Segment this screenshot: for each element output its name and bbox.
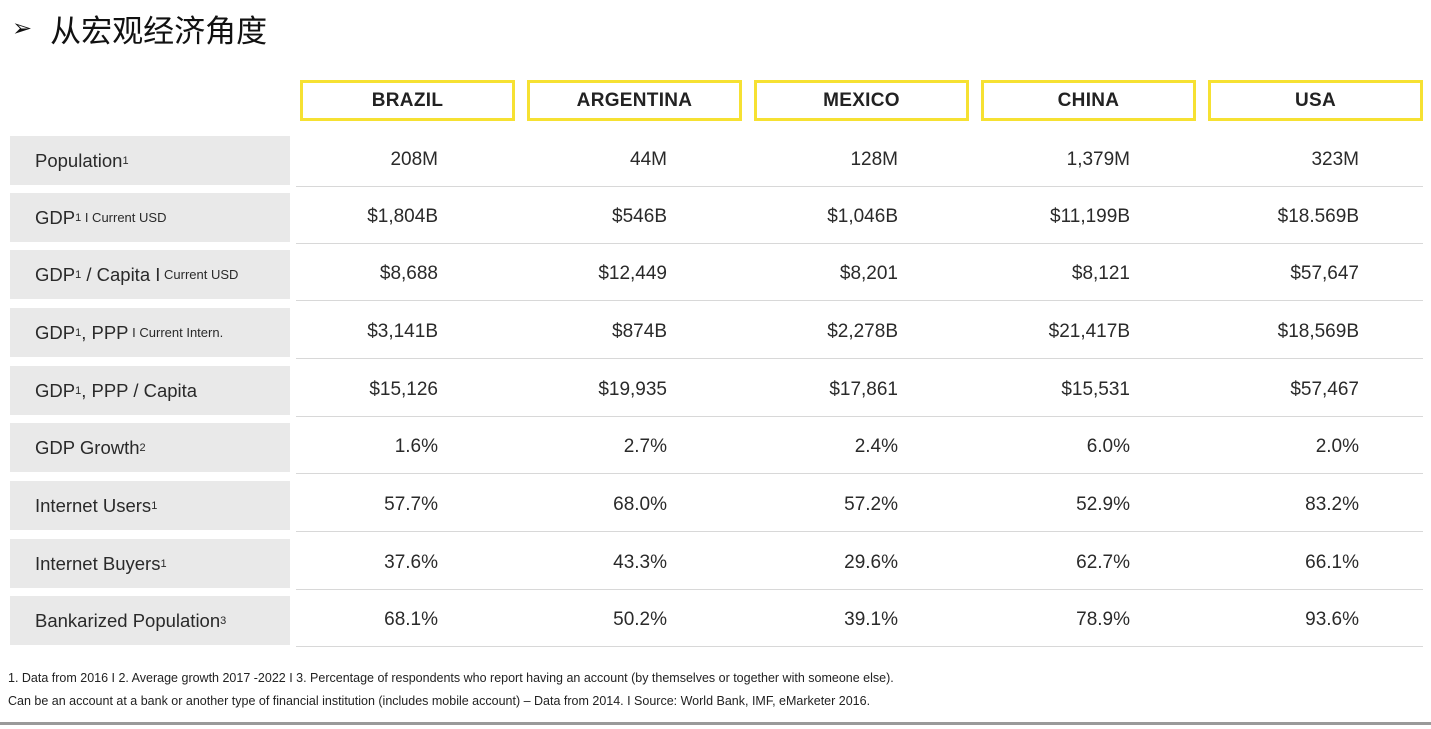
cell-argentina: 68.0% bbox=[613, 494, 667, 515]
cell-brazil: $8,688 bbox=[379, 263, 438, 284]
row-label-text: GDP bbox=[35, 263, 76, 285]
cell-china: 6.0% bbox=[1086, 436, 1130, 457]
heading-text: 从宏观经济角度 bbox=[50, 13, 268, 50]
cell-mexico: $1,046B bbox=[827, 206, 898, 227]
row-label-text: Internet Buyers bbox=[35, 552, 161, 574]
cell-argentina: $19,935 bbox=[598, 379, 667, 400]
footnote-marker: 1 bbox=[75, 384, 82, 397]
cell-mexico: 39.1% bbox=[844, 609, 898, 630]
footnote-marker: 1 bbox=[160, 557, 167, 570]
cell-mexico: 128M bbox=[850, 149, 898, 170]
cell-china: $11,199B bbox=[1050, 206, 1130, 227]
row-label: GDP 1 / Capita I Current USD bbox=[10, 250, 290, 299]
row-label-text: Internet Users bbox=[35, 494, 152, 516]
cell-argentina: 50.2% bbox=[613, 609, 667, 630]
cell-usa: 66.1% bbox=[1305, 552, 1359, 573]
cell-mexico: 29.6% bbox=[844, 552, 898, 573]
row-label-unit: I Current USD bbox=[81, 210, 167, 225]
row-label: GDP 1, PPP I Current Intern. bbox=[10, 308, 290, 357]
column-header-usa: USA bbox=[1208, 80, 1423, 121]
row-label-mid: , PPP / Capita bbox=[81, 379, 198, 401]
cell-brazil: $15,126 bbox=[369, 379, 438, 400]
row-label-text: GDP bbox=[35, 379, 76, 401]
footnote-marker: 1 bbox=[75, 211, 82, 224]
column-header-mexico: MEXICO bbox=[754, 80, 969, 121]
cell-china: 52.9% bbox=[1076, 494, 1130, 515]
table-row bbox=[296, 193, 1423, 244]
row-label-text: GDP bbox=[35, 321, 76, 343]
cell-mexico: $8,201 bbox=[839, 263, 898, 284]
row-label: GDP Growth 2 bbox=[10, 423, 290, 472]
bottom-divider bbox=[0, 722, 1431, 725]
cell-china: $21,417B bbox=[1048, 321, 1130, 342]
slide-heading: ➢ 从宏观经济角度 bbox=[12, 8, 268, 50]
cell-brazil: 68.1% bbox=[384, 609, 438, 630]
footnote-marker: 2 bbox=[139, 441, 146, 454]
row-label-text: GDP Growth bbox=[35, 436, 140, 458]
row-label-unit: Current USD bbox=[160, 267, 239, 282]
column-header-china: CHINA bbox=[981, 80, 1196, 121]
column-header-brazil: BRAZIL bbox=[300, 80, 515, 121]
table-row bbox=[296, 423, 1423, 474]
cell-mexico: 57.2% bbox=[844, 494, 898, 515]
cell-china: $8,121 bbox=[1071, 263, 1130, 284]
cell-brazil: 1.6% bbox=[394, 436, 438, 457]
cell-usa: $18.569B bbox=[1277, 206, 1359, 227]
table-row bbox=[296, 481, 1423, 532]
row-label-unit: I Current Intern. bbox=[128, 325, 224, 340]
row-label-text: GDP bbox=[35, 206, 76, 228]
cell-china: $15,531 bbox=[1061, 379, 1130, 400]
table-row bbox=[296, 250, 1423, 301]
arrow-bullet-icon: ➢ bbox=[12, 14, 33, 42]
cell-argentina: $546B bbox=[612, 206, 667, 227]
table-row bbox=[296, 596, 1423, 647]
footnote-marker: 1 bbox=[151, 499, 158, 512]
row-label-text: Bankarized Population bbox=[35, 609, 221, 631]
row-label: Internet Users 1 bbox=[10, 481, 290, 530]
cell-usa: 323M bbox=[1311, 149, 1359, 170]
row-label: GDP 1 I Current USD bbox=[10, 193, 290, 242]
footnote-marker: 1 bbox=[122, 154, 129, 167]
cell-china: 62.7% bbox=[1076, 552, 1130, 573]
cell-usa: $57,647 bbox=[1290, 263, 1359, 284]
cell-usa: $18,569B bbox=[1277, 321, 1359, 342]
cell-china: 1,379M bbox=[1066, 149, 1130, 170]
row-label: GDP 1, PPP / Capita bbox=[10, 366, 290, 415]
table-row bbox=[296, 308, 1423, 359]
cell-mexico: 2.4% bbox=[854, 436, 898, 457]
footnote-marker: 1 bbox=[75, 326, 82, 339]
cell-usa: 83.2% bbox=[1305, 494, 1359, 515]
row-label: Bankarized Population 3 bbox=[10, 596, 290, 645]
row-label: Internet Buyers 1 bbox=[10, 539, 290, 588]
cell-china: 78.9% bbox=[1076, 609, 1130, 630]
cell-brazil: $1,804B bbox=[367, 206, 438, 227]
table-row bbox=[296, 366, 1423, 417]
cell-argentina: $874B bbox=[612, 321, 667, 342]
cell-argentina: 2.7% bbox=[623, 436, 667, 457]
table-row bbox=[296, 136, 1423, 187]
cell-brazil: 208M bbox=[390, 149, 438, 170]
table-row bbox=[296, 539, 1423, 590]
cell-mexico: $17,861 bbox=[829, 379, 898, 400]
footnote-marker: 3 bbox=[220, 614, 227, 627]
cell-argentina: $12,449 bbox=[598, 263, 667, 284]
footnote-line-1: 1. Data from 2016 I 2. Average growth 20… bbox=[8, 671, 894, 685]
cell-mexico: $2,278B bbox=[827, 321, 898, 342]
row-label-mid: / Capita I bbox=[81, 263, 161, 285]
cell-usa: $57,467 bbox=[1290, 379, 1359, 400]
cell-brazil: 37.6% bbox=[384, 552, 438, 573]
cell-brazil: $3,141B bbox=[367, 321, 438, 342]
footnote-marker: 1 bbox=[75, 268, 82, 281]
row-label-text: Population bbox=[35, 149, 123, 171]
cell-usa: 93.6% bbox=[1305, 609, 1359, 630]
cell-usa: 2.0% bbox=[1315, 436, 1359, 457]
column-header-argentina: ARGENTINA bbox=[527, 80, 742, 121]
row-label: Population 1 bbox=[10, 136, 290, 185]
cell-argentina: 44M bbox=[630, 149, 667, 170]
row-label-mid: , PPP bbox=[81, 321, 129, 343]
cell-argentina: 43.3% bbox=[613, 552, 667, 573]
footnote-line-2: Can be an account at a bank or another t… bbox=[8, 694, 871, 708]
cell-brazil: 57.7% bbox=[384, 494, 438, 515]
